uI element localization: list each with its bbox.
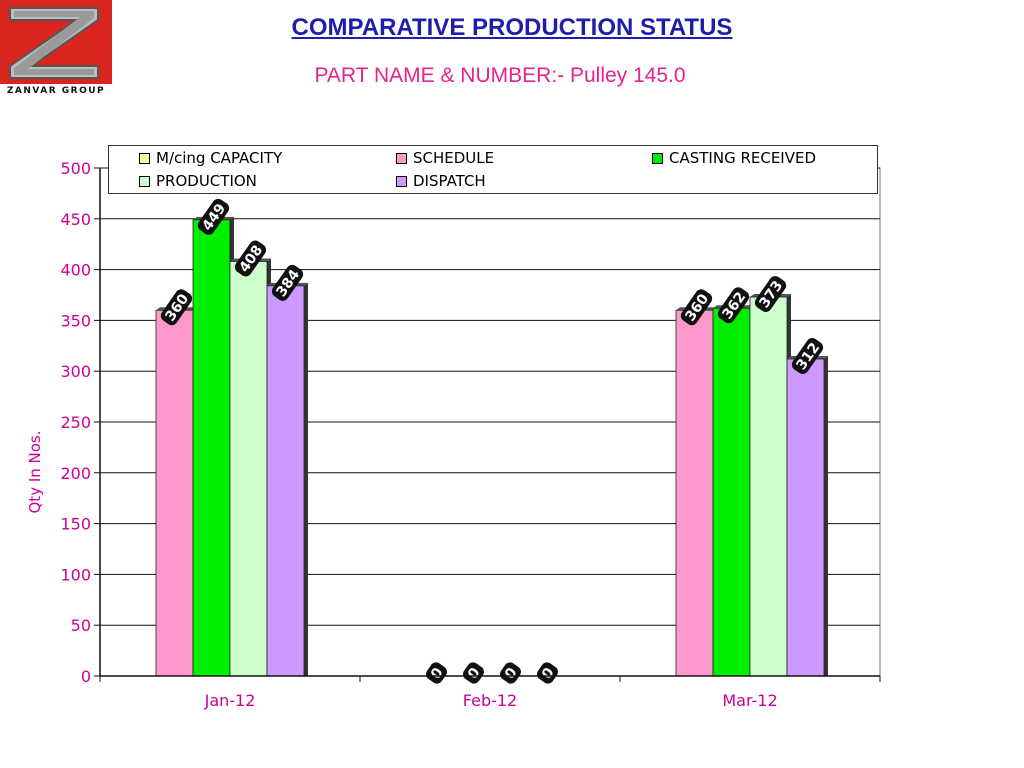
legend-item: SCHEDULE bbox=[396, 149, 494, 167]
legend-swatch bbox=[396, 175, 407, 187]
data-label: 0 bbox=[500, 662, 521, 684]
legend-label: M/cing CAPACITY bbox=[156, 149, 283, 167]
data-label: 0 bbox=[537, 662, 558, 684]
x-tick-label: Feb-12 bbox=[463, 691, 517, 710]
bar-side bbox=[824, 356, 828, 676]
legend-swatch bbox=[396, 152, 407, 164]
chart-legend: M/cing CAPACITY SCHEDULE CASTING RECEIVED P… bbox=[108, 145, 878, 194]
z-logo-icon bbox=[9, 7, 99, 79]
chart-subtitle: PART NAME & NUMBER:- Pulley 145.0 bbox=[314, 64, 686, 87]
data-label: 373 bbox=[754, 276, 786, 312]
legend-swatch bbox=[652, 152, 663, 164]
x-tick-label: Mar-12 bbox=[722, 691, 777, 710]
bar bbox=[192, 219, 231, 677]
legend-label: SCHEDULE bbox=[413, 149, 495, 167]
data-label: 0 bbox=[463, 662, 484, 684]
legend-item: PRODUCTION bbox=[139, 172, 257, 190]
bar bbox=[155, 309, 194, 677]
zanvar-logo: ZANVAR GROUP bbox=[0, 0, 112, 100]
legend-swatch bbox=[139, 175, 150, 187]
bar-side bbox=[304, 282, 308, 676]
legend-label: CASTING RECEIVED bbox=[669, 149, 817, 167]
logo-mark bbox=[0, 0, 112, 84]
y-tick-label: 0 bbox=[81, 667, 91, 686]
bar bbox=[266, 285, 305, 677]
y-tick-label: 150 bbox=[60, 515, 91, 534]
legend-item: M/cing CAPACITY bbox=[139, 149, 282, 167]
y-tick-label: 400 bbox=[60, 261, 91, 280]
bar bbox=[786, 358, 825, 677]
y-axis-label: Qty In Nos. bbox=[26, 430, 44, 513]
data-label: 0 bbox=[426, 662, 447, 684]
legend-swatch bbox=[139, 152, 150, 164]
legend-item: CASTING RECEIVED bbox=[652, 149, 816, 167]
y-tick-label: 100 bbox=[60, 565, 91, 584]
logo-text: ZANVAR GROUP bbox=[6, 86, 106, 96]
legend-label: DISPATCH bbox=[413, 172, 486, 190]
legend-item: DISPATCH bbox=[396, 172, 486, 190]
y-tick-label: 50 bbox=[71, 616, 91, 635]
bar bbox=[749, 296, 788, 677]
y-tick-label: 300 bbox=[60, 362, 91, 381]
y-tick-label: 500 bbox=[60, 159, 91, 178]
y-tick-label: 250 bbox=[60, 413, 91, 432]
x-tick-label: Jan-12 bbox=[204, 691, 256, 710]
y-tick-label: 350 bbox=[60, 311, 91, 330]
bar bbox=[675, 309, 714, 677]
bar bbox=[229, 261, 268, 677]
bar bbox=[712, 307, 751, 677]
chart-title: COMPARATIVE PRODUCTION STATUS bbox=[291, 14, 733, 41]
y-tick-label: 450 bbox=[60, 210, 91, 229]
y-tick-label: 200 bbox=[60, 464, 91, 483]
legend-label: PRODUCTION bbox=[156, 172, 257, 190]
